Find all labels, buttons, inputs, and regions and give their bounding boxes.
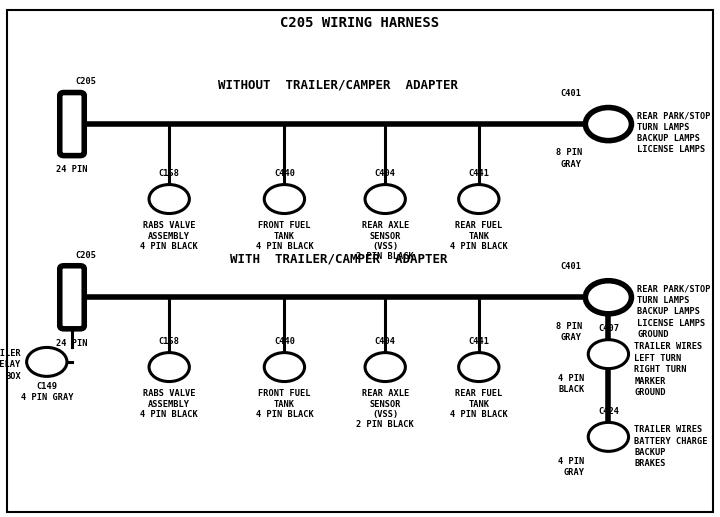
Text: BACKUP: BACKUP: [634, 448, 666, 457]
Circle shape: [27, 347, 67, 376]
Text: LICENSE LAMPS: LICENSE LAMPS: [637, 145, 706, 155]
Text: ASSEMBLY: ASSEMBLY: [148, 400, 190, 408]
Text: BACKUP LAMPS: BACKUP LAMPS: [637, 134, 701, 143]
Text: 4 PIN BLACK: 4 PIN BLACK: [450, 242, 508, 251]
Text: REAR FUEL: REAR FUEL: [455, 221, 503, 230]
Text: TANK: TANK: [274, 232, 295, 240]
Text: 4 PIN BLACK: 4 PIN BLACK: [256, 242, 313, 251]
Text: GRAY: GRAY: [564, 468, 585, 477]
Text: FRONT FUEL: FRONT FUEL: [258, 221, 310, 230]
Text: ASSEMBLY: ASSEMBLY: [148, 232, 190, 240]
Text: C205: C205: [76, 78, 96, 86]
Text: (VSS): (VSS): [372, 242, 398, 251]
Text: TANK: TANK: [468, 400, 490, 408]
Circle shape: [585, 108, 631, 141]
Text: 2 PIN BLACK: 2 PIN BLACK: [356, 420, 414, 429]
Text: 24 PIN: 24 PIN: [56, 339, 88, 347]
Text: 4 PIN: 4 PIN: [559, 457, 585, 465]
Text: C205: C205: [76, 251, 96, 260]
Text: C158: C158: [158, 338, 180, 346]
Text: C404: C404: [374, 170, 396, 178]
Text: C401: C401: [561, 263, 582, 271]
Circle shape: [365, 185, 405, 214]
Text: SENSOR: SENSOR: [369, 232, 401, 240]
Text: MARKER: MARKER: [634, 376, 666, 386]
Circle shape: [585, 281, 631, 314]
Text: 4 PIN: 4 PIN: [559, 374, 585, 383]
Text: BRAKES: BRAKES: [634, 459, 666, 468]
Text: REAR PARK/STOP: REAR PARK/STOP: [637, 111, 711, 120]
Text: 24 PIN: 24 PIN: [56, 165, 88, 174]
Text: C441: C441: [468, 338, 490, 346]
Text: BOX: BOX: [5, 372, 21, 381]
Text: RIGHT TURN: RIGHT TURN: [634, 365, 687, 374]
Text: GROUND: GROUND: [634, 388, 666, 397]
Text: C440: C440: [274, 338, 295, 346]
Text: TANK: TANK: [468, 232, 490, 240]
Text: C158: C158: [158, 170, 180, 178]
Text: (VSS): (VSS): [372, 410, 398, 419]
Text: REAR AXLE: REAR AXLE: [361, 389, 409, 398]
Text: 4 PIN BLACK: 4 PIN BLACK: [140, 242, 198, 251]
Text: C401: C401: [561, 89, 582, 98]
Text: C440: C440: [274, 170, 295, 178]
Text: 4 PIN BLACK: 4 PIN BLACK: [140, 410, 198, 419]
Text: TRAILER WIRES: TRAILER WIRES: [634, 425, 703, 434]
Text: TURN LAMPS: TURN LAMPS: [637, 296, 690, 305]
Text: BLACK: BLACK: [559, 385, 585, 394]
Circle shape: [459, 353, 499, 382]
Text: TANK: TANK: [274, 400, 295, 408]
Text: C407: C407: [598, 325, 619, 333]
Text: LEFT TURN: LEFT TURN: [634, 354, 682, 363]
Text: GROUND: GROUND: [637, 330, 669, 339]
Text: 2 PIN BLACK: 2 PIN BLACK: [356, 252, 414, 261]
Circle shape: [149, 353, 189, 382]
Text: WITHOUT  TRAILER/CAMPER  ADAPTER: WITHOUT TRAILER/CAMPER ADAPTER: [218, 79, 459, 92]
Text: GRAY: GRAY: [561, 333, 582, 342]
Text: BATTERY CHARGE: BATTERY CHARGE: [634, 436, 708, 446]
Text: 4 PIN GRAY: 4 PIN GRAY: [21, 393, 73, 402]
FancyBboxPatch shape: [60, 93, 84, 156]
Circle shape: [264, 353, 305, 382]
FancyBboxPatch shape: [60, 266, 84, 329]
Circle shape: [264, 185, 305, 214]
Text: REAR FUEL: REAR FUEL: [455, 389, 503, 398]
Text: REAR PARK/STOP: REAR PARK/STOP: [637, 284, 711, 294]
Circle shape: [459, 185, 499, 214]
Text: TRAILER WIRES: TRAILER WIRES: [634, 342, 703, 352]
Text: C404: C404: [374, 338, 396, 346]
Text: 8 PIN: 8 PIN: [556, 148, 582, 157]
Circle shape: [588, 422, 629, 451]
Text: 8 PIN: 8 PIN: [556, 322, 582, 330]
Text: SENSOR: SENSOR: [369, 400, 401, 408]
Text: RABS VALVE: RABS VALVE: [143, 389, 195, 398]
Circle shape: [149, 185, 189, 214]
Text: GRAY: GRAY: [561, 160, 582, 169]
Circle shape: [365, 353, 405, 382]
Text: 4 PIN BLACK: 4 PIN BLACK: [256, 410, 313, 419]
Text: LICENSE LAMPS: LICENSE LAMPS: [637, 318, 706, 328]
Text: BACKUP LAMPS: BACKUP LAMPS: [637, 307, 701, 316]
Text: C424: C424: [598, 407, 619, 416]
Text: TURN LAMPS: TURN LAMPS: [637, 123, 690, 132]
Text: RABS VALVE: RABS VALVE: [143, 221, 195, 230]
Text: C149: C149: [36, 382, 58, 390]
Text: WITH  TRAILER/CAMPER  ADAPTER: WITH TRAILER/CAMPER ADAPTER: [230, 252, 447, 265]
Circle shape: [588, 340, 629, 369]
Text: C205 WIRING HARNESS: C205 WIRING HARNESS: [280, 16, 440, 31]
Text: FRONT FUEL: FRONT FUEL: [258, 389, 310, 398]
Text: C441: C441: [468, 170, 490, 178]
Text: REAR AXLE: REAR AXLE: [361, 221, 409, 230]
Text: 4 PIN BLACK: 4 PIN BLACK: [450, 410, 508, 419]
Text: RELAY: RELAY: [0, 360, 21, 369]
Text: TRAILER: TRAILER: [0, 349, 21, 358]
